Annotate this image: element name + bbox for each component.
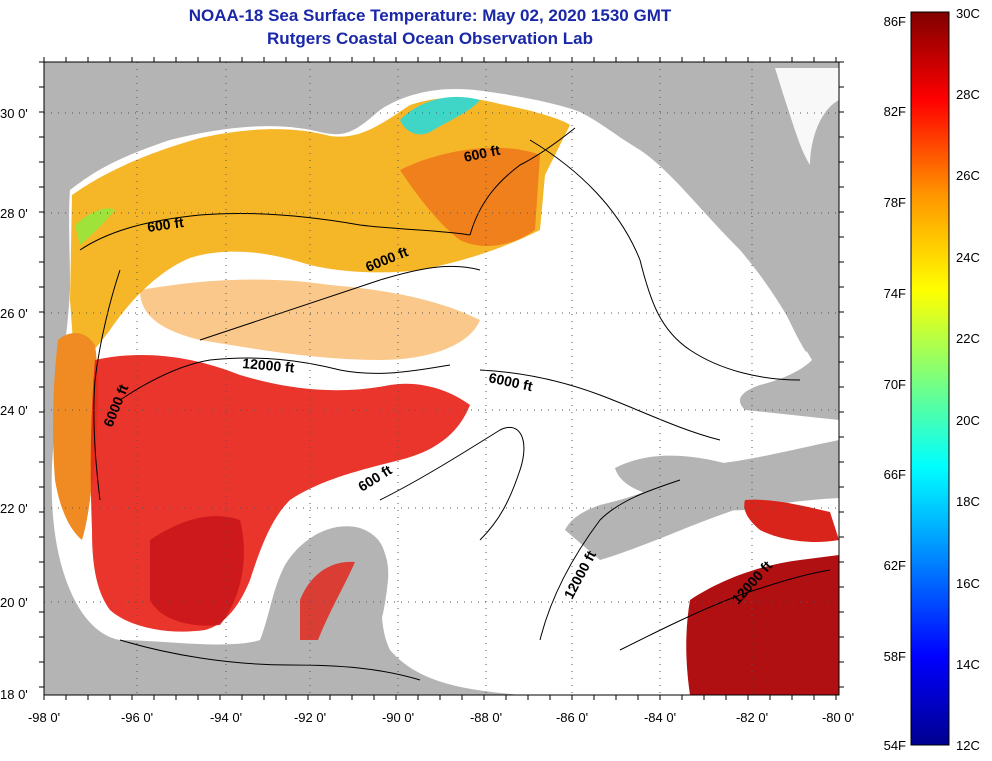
sst-cyan-coastal	[400, 96, 480, 135]
cbar-f-label: 58F	[884, 649, 906, 664]
cbar-c-label: 12C	[956, 738, 980, 753]
colorbar	[910, 11, 950, 746]
contour-label: 600 ft	[146, 214, 185, 235]
contour-12000-caribbean	[619, 569, 831, 651]
lon-label: -94 0'	[210, 710, 242, 725]
sst-red-streak-1	[150, 516, 244, 626]
contour-6000-north	[199, 265, 481, 341]
contour-600-yucatan	[379, 427, 525, 541]
sst-orange-speckle	[140, 279, 480, 360]
cbar-f-label: 66F	[884, 467, 906, 482]
lat-label: 20 0'	[0, 595, 28, 610]
cbar-f-label: 54F	[884, 738, 906, 753]
colorbar-celsius-labels: 30C 28C 26C 24C 22C 20C 18C 16C 14C 12C	[956, 6, 980, 753]
contour-label: 12000 ft	[242, 355, 296, 376]
plot-frame	[43, 61, 840, 696]
lon-label: -84 0'	[644, 710, 676, 725]
lon-label: -92 0'	[294, 710, 326, 725]
colorbar-fahrenheit-labels: 86F 82F 78F 74F 70F 66F 62F 58F 54F	[884, 14, 906, 753]
cbar-f-label: 62F	[884, 558, 906, 573]
cbar-c-label: 24C	[956, 250, 980, 265]
lon-label: -82 0'	[736, 710, 768, 725]
cbar-f-label: 86F	[884, 14, 906, 29]
lat-label: 24 0'	[0, 403, 28, 418]
lat-label: 22 0'	[0, 501, 28, 516]
lon-label: -96 0'	[121, 710, 153, 725]
bathymetry-contours	[79, 127, 831, 681]
lon-label: -90 0'	[382, 710, 414, 725]
lat-label: 30 0'	[0, 106, 28, 121]
cbar-c-label: 16C	[956, 576, 980, 591]
title-line-1: NOAA-18 Sea Surface Temperature: May 02,…	[188, 6, 672, 25]
sst-caribbean-patch	[744, 499, 839, 542]
contour-12000-channel	[539, 479, 681, 641]
graticule	[44, 62, 839, 695]
contour-florida-shelf	[529, 139, 801, 381]
cbar-c-label: 14C	[956, 657, 980, 672]
axis-ticks	[39, 57, 844, 700]
cuba-land	[615, 455, 839, 511]
sst-western-fringe	[53, 333, 99, 540]
cbar-c-label: 18C	[956, 494, 980, 509]
florida-clouds	[775, 68, 839, 165]
longitude-labels: -98 0' -96 0' -94 0' -92 0' -90 0' -88 0…	[28, 710, 854, 725]
sst-caribbean-red	[686, 555, 839, 695]
sst-green-coastal	[75, 208, 115, 245]
cbar-c-label: 22C	[956, 331, 980, 346]
contour-label: 600 ft	[462, 142, 501, 165]
cbar-c-label: 30C	[956, 6, 980, 21]
contour-600-east	[469, 127, 576, 236]
contour-600-north	[79, 212, 471, 251]
lat-label: 18 0'	[0, 687, 28, 702]
cbar-c-label: 28C	[956, 87, 980, 102]
contour-6000-west	[93, 269, 121, 501]
sst-orange-core	[400, 147, 540, 246]
latitude-labels: 30 0' 28 0' 26 0' 24 0' 22 0' 20 0' 18 0…	[0, 106, 28, 702]
lon-label: -80 0'	[822, 710, 854, 725]
lon-label: -88 0'	[470, 710, 502, 725]
contour-south	[119, 639, 421, 681]
lon-label: -98 0'	[28, 710, 60, 725]
contour-6000-east	[479, 369, 721, 441]
lat-label: 28 0'	[0, 206, 28, 221]
title-line-2: Rutgers Coastal Ocean Observation Lab	[267, 29, 593, 48]
cbar-f-label: 70F	[884, 377, 906, 392]
cbar-f-label: 74F	[884, 286, 906, 301]
lon-label: -86 0'	[556, 710, 588, 725]
cbar-c-label: 20C	[956, 413, 980, 428]
cbar-f-label: 78F	[884, 195, 906, 210]
contour-12000	[119, 357, 451, 401]
sst-yucatan-coast	[300, 561, 355, 640]
cbar-c-label: 26C	[956, 168, 980, 183]
lat-label: 26 0'	[0, 306, 28, 321]
cbar-f-label: 82F	[884, 104, 906, 119]
